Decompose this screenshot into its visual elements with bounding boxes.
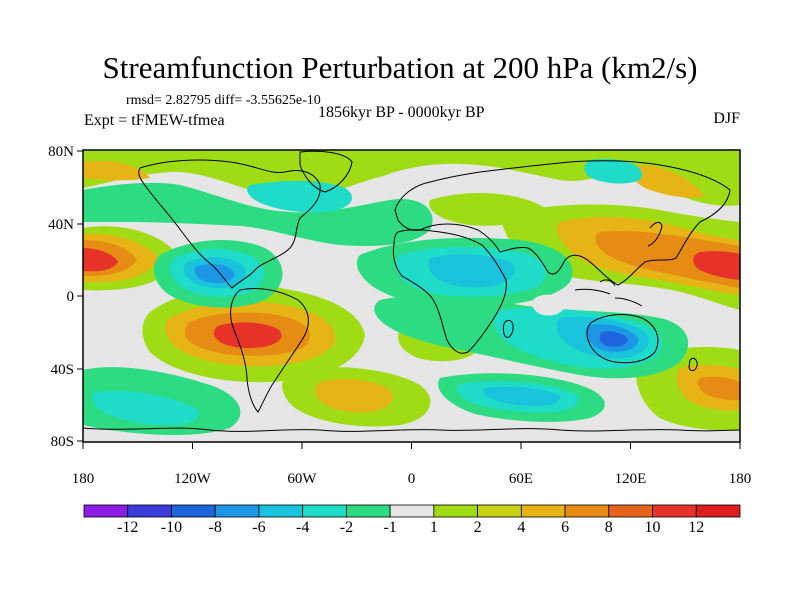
longitude-label: 120E <box>615 471 647 487</box>
latitude-label: 40N <box>48 217 74 233</box>
anomaly-contour <box>429 193 545 226</box>
colorbar-swatch <box>520 504 566 518</box>
longitude-label: 60W <box>287 471 317 487</box>
anomaly-contour <box>83 248 118 272</box>
colorbar-swatch <box>652 504 697 518</box>
anomaly-contour <box>83 182 433 247</box>
anomaly-contour <box>697 376 740 401</box>
colorbar-label: 4 <box>517 519 525 536</box>
colorbar-label: 12 <box>688 519 704 536</box>
anomaly-contour <box>315 379 393 413</box>
anomaly-contour <box>483 386 561 406</box>
latitude-label: 40S <box>51 362 74 378</box>
colorbar-label: 10 <box>645 519 661 536</box>
coastline-north-america <box>138 159 321 289</box>
coastlines <box>83 150 740 432</box>
anomaly-contour <box>213 322 282 349</box>
longitude-label: 0 <box>408 471 416 487</box>
colorbar-swatch <box>214 504 260 518</box>
latitude-label: 80S <box>51 434 74 450</box>
colorbar-label: 2 <box>474 519 482 536</box>
colorbar-label: -8 <box>209 519 222 536</box>
anomaly-contour <box>247 180 353 213</box>
colorbar-label: -10 <box>161 519 182 536</box>
colorbar-swatch <box>345 504 391 518</box>
coastline-greenland <box>299 150 353 193</box>
season-text: DJF <box>713 110 740 127</box>
anomaly-contour <box>83 150 740 206</box>
latitude-label: 80N <box>48 144 74 160</box>
coastline-antarctica <box>83 427 740 432</box>
coastline-australia <box>586 314 659 364</box>
coastline-madagascar <box>502 319 514 338</box>
colorbar-label: 8 <box>605 519 613 536</box>
colorbar-swatch <box>477 504 522 518</box>
colorbar-swatch <box>171 504 216 518</box>
anomaly-contour <box>532 294 566 316</box>
stats-text: rmsd= 2.82795 diff= -3.55625e-10 <box>126 93 321 108</box>
longitude-label: 180 <box>72 471 95 487</box>
colorbar-label: -6 <box>252 519 265 536</box>
coastline-japan <box>647 221 663 247</box>
anomaly-contour <box>584 159 642 184</box>
colorbar-swatch <box>695 504 741 518</box>
longitude-label: 120W <box>174 471 212 487</box>
coastline-eurasia <box>394 160 731 286</box>
colorbar-swatch <box>127 504 172 518</box>
anomaly-contour <box>428 254 515 288</box>
latitude-axis: 80N 40N 0 40S 80S <box>48 144 83 450</box>
colorbar-label: -12 <box>117 519 138 536</box>
coastline-new-zealand <box>688 357 698 372</box>
colorbar-swatch <box>433 504 479 518</box>
anomaly-contour <box>92 390 199 426</box>
colorbar-label: -2 <box>340 519 353 536</box>
anomaly-contour <box>693 251 740 280</box>
period-text: 1856kyr BP - 0000kyr BP <box>318 104 485 121</box>
colorbar-label: -4 <box>296 519 309 536</box>
anomaly-contour <box>84 160 150 181</box>
anomaly-contour <box>300 150 420 181</box>
colorbar-swatch <box>564 504 610 518</box>
colorbar-swatch <box>302 504 347 518</box>
coastline-indonesia <box>574 279 643 307</box>
chart-title: Streamfunction Perturbation at 200 hPa (… <box>102 50 698 85</box>
colorbar-swatch <box>258 504 304 518</box>
anomaly-contour <box>599 331 628 347</box>
latitude-label: 0 <box>67 289 75 305</box>
longitude-label: 180 <box>729 471 752 487</box>
colorbar-label: 1 <box>430 519 438 536</box>
anomaly-contour <box>632 165 705 198</box>
experiment-text: Expt = tFMEW-tfmea <box>84 112 225 129</box>
colorbar-label: -1 <box>383 519 396 536</box>
coastline-south-america <box>230 287 309 413</box>
longitude-label: 60E <box>509 471 533 487</box>
longitude-axis: 180 120W 60W 0 60E 120E 180 <box>72 442 752 487</box>
colorbar-swatch <box>83 504 129 518</box>
coastline-africa <box>392 229 507 354</box>
colorbar-swatch <box>389 504 435 518</box>
colorbar-swatch <box>608 504 653 518</box>
colorbar-label: 6 <box>561 519 569 536</box>
